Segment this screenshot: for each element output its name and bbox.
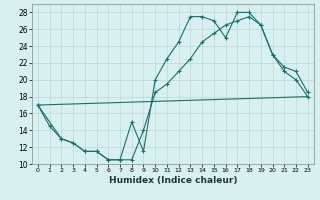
X-axis label: Humidex (Indice chaleur): Humidex (Indice chaleur) bbox=[108, 176, 237, 185]
